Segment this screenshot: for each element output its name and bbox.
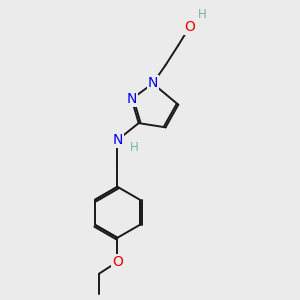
Text: H: H: [130, 141, 139, 154]
Text: O: O: [184, 20, 195, 34]
Text: O: O: [112, 255, 123, 269]
Text: N: N: [112, 133, 123, 147]
Text: H: H: [198, 8, 207, 21]
Text: N: N: [148, 76, 158, 91]
Text: N: N: [126, 92, 137, 106]
